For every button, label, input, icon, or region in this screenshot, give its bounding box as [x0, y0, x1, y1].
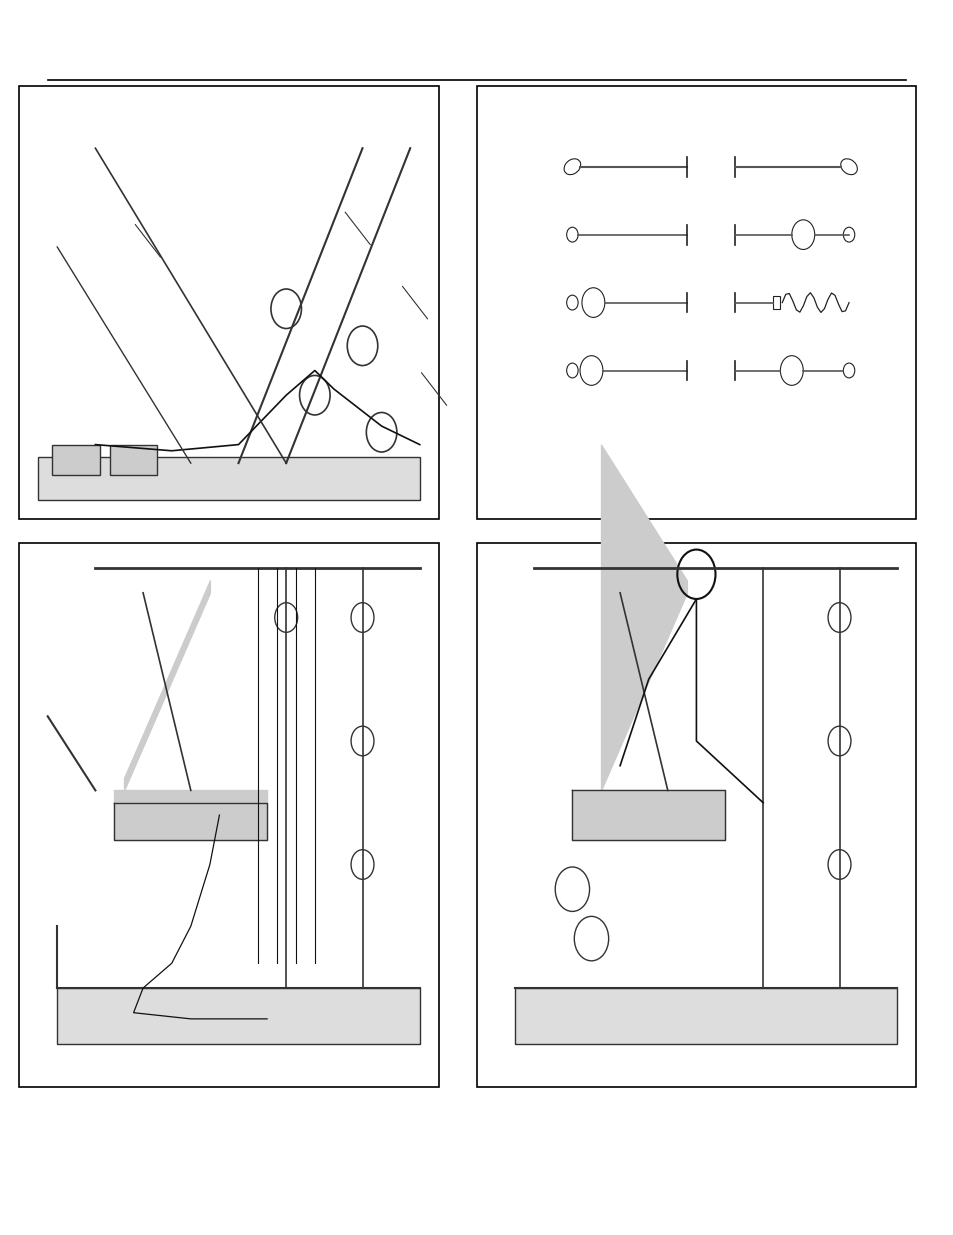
Bar [19, 543, 438, 1087]
Bar [772, 296, 780, 309]
Bar [57, 988, 419, 1044]
Bar [19, 86, 438, 519]
Bar [110, 445, 157, 475]
Bar [52, 445, 100, 475]
Bar [515, 988, 896, 1044]
Bar [476, 543, 915, 1087]
Bar [38, 457, 419, 500]
Bar [476, 86, 915, 519]
